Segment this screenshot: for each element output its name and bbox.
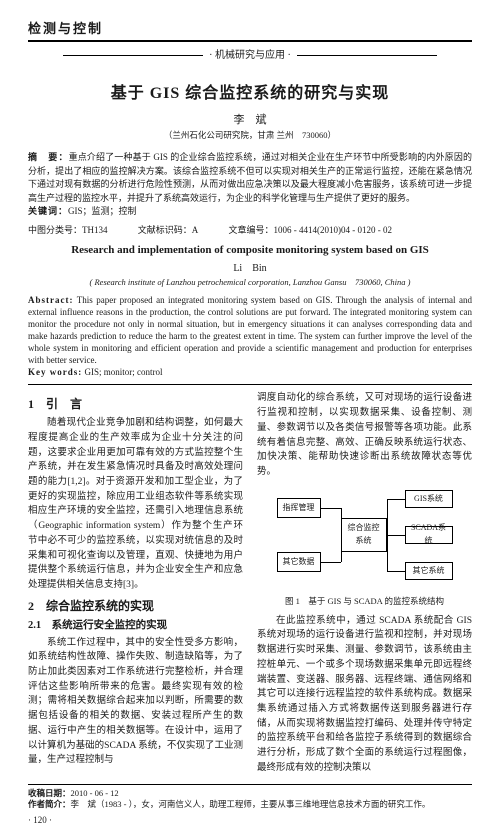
- diagram-line: [387, 499, 405, 500]
- diagram-box-center: 综合监控 系统: [341, 518, 387, 552]
- header-bar: 检测与控制: [28, 18, 472, 42]
- keywords-en-label: Key words:: [28, 367, 82, 377]
- clc: TH134: [82, 225, 108, 235]
- figure-1: 指挥管理 其它数据 综合监控 系统 GIS系统 SCADA系统 其它系统: [257, 486, 472, 608]
- diagram-box-right-top: GIS系统: [405, 490, 453, 508]
- section-1-p1: 随着现代企业竞争加剧和结构调整，如何最大程度提高企业的生产效率成为企业十分关注的…: [28, 416, 243, 593]
- title-en: Research and implementation of composite…: [28, 244, 472, 256]
- abstract-en-text: This paper proposed an integrated monito…: [28, 295, 472, 366]
- diagram-line: [321, 562, 341, 563]
- footer: 收稿日期：2010 - 06 - 12 作者简介：李 斌（1983 - ），女，…: [28, 788, 472, 812]
- diagram-line: [387, 571, 405, 572]
- article-id-label: 文章编号：: [229, 223, 274, 236]
- author-cn: 李 斌: [28, 111, 472, 127]
- doc-code: A: [192, 225, 199, 235]
- affiliation-en: ( Research institute of Lanzhou petroche…: [28, 276, 472, 288]
- right-p1: 调度自动化的综合系统，又可对现场的运行设备进行监视和控制，以实现数据采集、设备控…: [257, 391, 472, 479]
- keywords-en: Key words: GIS; monitor; control: [28, 366, 472, 378]
- article-id: 1006 - 4414(2010)04 - 0120 - 02: [274, 225, 393, 235]
- left-column: 1 引 言 随着现代企业竞争加剧和结构调整，如何最大程度提高企业的生产效率成为企…: [28, 391, 243, 775]
- page-number: · 120 ·: [28, 815, 472, 825]
- author-bio-label: 作者简介：: [28, 799, 71, 809]
- diagram-line: [341, 508, 342, 518]
- keywords-en-text: GIS; monitor; control: [85, 367, 163, 377]
- abstract-cn: 摘 要：重点介绍了一种基于 GIS 的企业综合监控系统，通过对相关企业在生产环节…: [28, 151, 472, 205]
- figure-1-diagram: 指挥管理 其它数据 综合监控 系统 GIS系统 SCADA系统 其它系统: [275, 486, 455, 586]
- figure-1-caption: 图 1 基于 GIS 与 SCADA 的监控系统结构: [257, 595, 472, 608]
- clc-label: 中图分类号：: [28, 223, 82, 236]
- section-1-title: 1 引 言: [28, 395, 243, 414]
- affiliation-cn: （兰州石化公司研究院，甘肃 兰州 730060）: [28, 129, 472, 141]
- divider: [28, 384, 472, 385]
- diagram-box-right-bot: 其它系统: [405, 562, 453, 580]
- doc-code-label: 文献标识码：: [138, 223, 192, 236]
- author-bio: 李 斌（1983 - ），女，河南信义人，助理工程师，主要从事三维地理信息技术方…: [71, 799, 431, 809]
- abstract-cn-label: 摘 要：: [28, 152, 69, 162]
- meta-line: 中图分类号：TH134 文献标识码：A 文章编号：1006 - 4414(201…: [28, 223, 472, 236]
- abstract-en-label: Abstract:: [28, 295, 74, 305]
- keywords-cn-label: 关键词：: [28, 206, 68, 216]
- abstract-en: Abstract: This paper proposed an integra…: [28, 294, 472, 367]
- diagram-box-left-top: 指挥管理: [277, 498, 321, 518]
- diagram-box-left-bot: 其它数据: [277, 552, 321, 572]
- diagram-line: [341, 552, 342, 562]
- recv-date-label: 收稿日期：: [28, 788, 71, 798]
- diagram-box-right-mid: SCADA系统: [405, 526, 453, 544]
- keywords-cn: 关键词：GIS；监测；控制: [28, 205, 472, 219]
- section-2-title: 2 综合监控系统的实现: [28, 597, 243, 616]
- right-p2: 在此监控系统中，通过 SCADA 系统配合 GIS 系统对现场的运行设备进行监视…: [257, 614, 472, 776]
- keywords-cn-text: GIS；监测；控制: [68, 206, 137, 216]
- recv-date: 2010 - 06 - 12: [71, 788, 119, 798]
- diagram-line: [387, 499, 388, 571]
- page: 检测与控制 · 机械研究与应用 · 基于 GIS 综合监控系统的研究与实现 李 …: [0, 0, 500, 835]
- journal-subheader: · 机械研究与应用 ·: [28, 46, 472, 61]
- diagram-line: [387, 535, 405, 536]
- right-column: 调度自动化的综合系统，又可对现场的运行设备进行监视和控制，以实现数据采集、设备控…: [257, 391, 472, 775]
- diagram-line: [321, 508, 341, 509]
- section-2-1-title: 2.1 系统运行安全监控的实现: [28, 618, 243, 634]
- title-cn: 基于 GIS 综合监控系统的研究与实现: [28, 79, 472, 103]
- body-columns: 1 引 言 随着现代企业竞争加剧和结构调整，如何最大程度提高企业的生产效率成为企…: [28, 391, 472, 775]
- journal-section: 检测与控制: [28, 21, 103, 36]
- author-en: Li Bin: [28, 259, 472, 274]
- abstract-cn-text: 重点介绍了一种基于 GIS 的企业综合监控系统，通过对相关企业在生产环节中所受影…: [28, 152, 472, 203]
